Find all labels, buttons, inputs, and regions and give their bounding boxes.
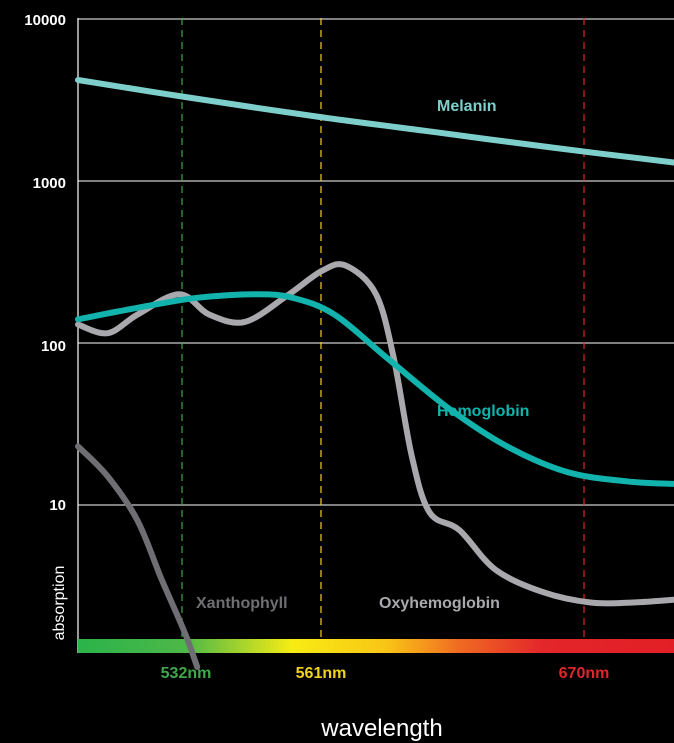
spectrum-bar: [78, 639, 674, 653]
series-label-oxyhemoglobin: Oxyhemoglobin: [379, 595, 500, 612]
series-label-xanthophyll: Xanthophyll: [196, 595, 288, 612]
series-line-xanthophyll: [75, 443, 201, 670]
grid-lines: [78, 18, 674, 506]
y-tick-label: 1000: [33, 175, 66, 192]
y-tick-label: 100: [41, 338, 66, 355]
y-tick-label: 10000: [24, 12, 66, 29]
series-line-melanin: [75, 77, 674, 166]
marker-label-670: 670nm: [559, 665, 610, 682]
y-tick-label: 10: [49, 497, 66, 514]
marker-label-561: 561nm: [296, 665, 347, 682]
marker-label-532: 532nm: [161, 665, 212, 682]
series-label-melanin: Melanin: [437, 98, 497, 115]
series-line-oxyhemoglobin: [75, 261, 674, 607]
x-axis-title: wavelength: [320, 715, 442, 742]
y-axis-title: absorption: [51, 566, 68, 641]
series-line-hemoglobin: [75, 291, 674, 487]
series-label-hemoglobin: Hemoglobin: [437, 403, 529, 420]
